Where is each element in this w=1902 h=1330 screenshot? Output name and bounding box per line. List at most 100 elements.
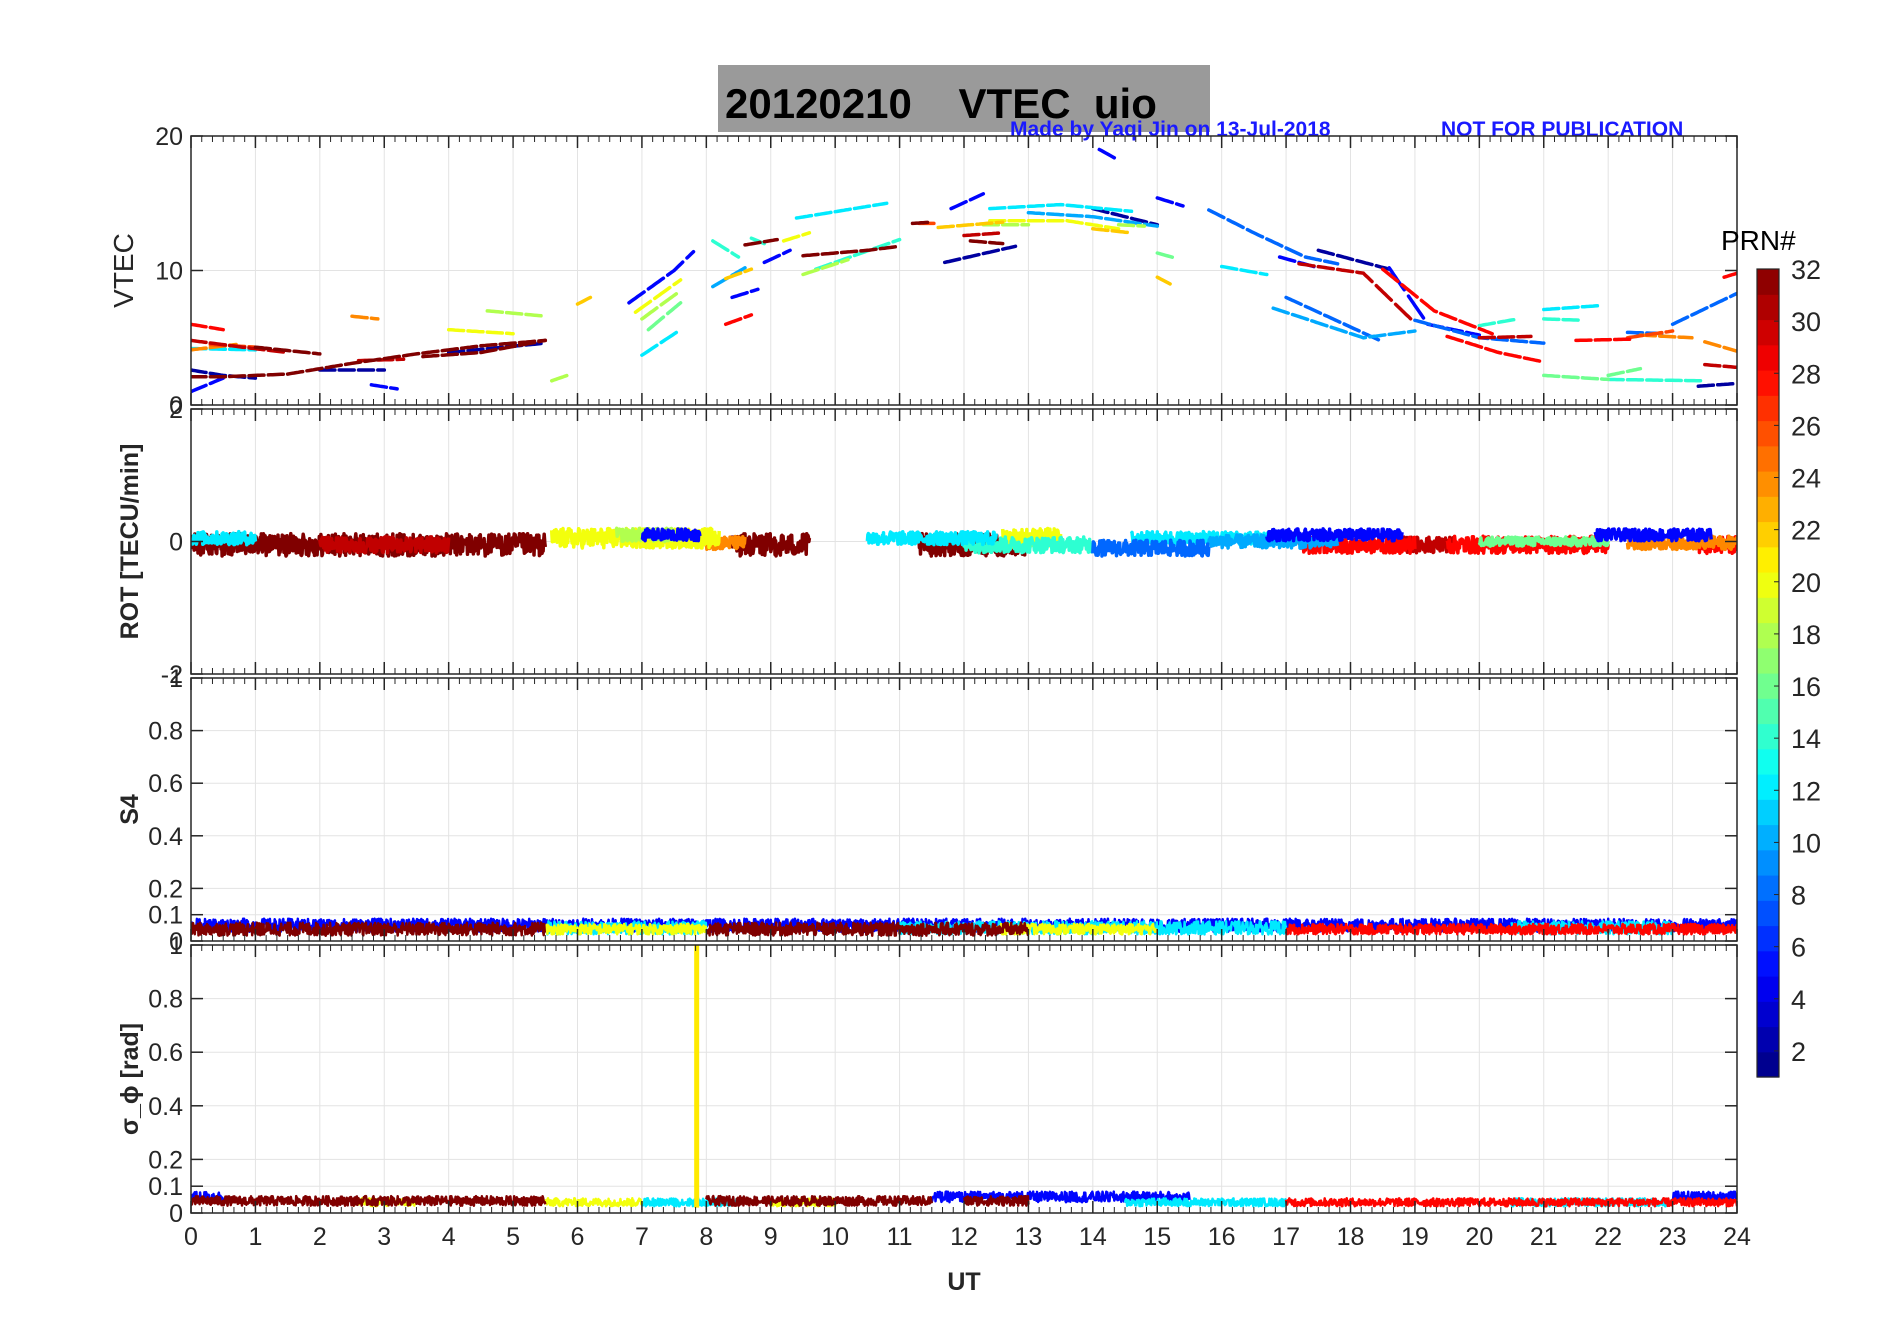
colorbar-tick-label: 8: [1791, 881, 1806, 911]
y-tick-label: 2: [169, 396, 183, 424]
vtec-prn-32-line: [479, 342, 498, 348]
vtec-prn-2-line: [191, 368, 208, 375]
rot-prn-12-line: [865, 529, 998, 547]
y-axis-label-rot: ROT [TECU/min]: [116, 444, 144, 640]
x-tick-label: 12: [950, 1223, 978, 1251]
vtec-prn-2-line: [981, 248, 1001, 256]
vtec-prn-32-line: [292, 349, 311, 355]
vtec-prn-18-line: [504, 310, 524, 316]
x-tick-label: 1: [248, 1223, 262, 1251]
vtec-prn-32-line: [498, 344, 517, 351]
rot-prn-20-line: [549, 526, 721, 550]
vtec-prn-32-line: [801, 252, 820, 258]
vtec-prn-30-line: [981, 231, 1001, 236]
vtec-prn-32-line: [285, 369, 305, 376]
colorbar-swatch: [1757, 294, 1779, 321]
vtec-prn-12-line: [1045, 202, 1065, 208]
vtec-prn-32-line: [253, 345, 273, 351]
colorbar-tick-label: 32: [1791, 255, 1821, 285]
y-tick-label: 0.8: [148, 718, 183, 746]
colorbar-swatch: [1757, 572, 1779, 598]
vtec-prn-10-line: [1084, 214, 1104, 220]
x-tick-label: 8: [699, 1223, 713, 1251]
y-axis-label-vtec: VTEC: [108, 233, 139, 308]
vtec-prn-22-line: [955, 222, 975, 228]
colorbar-frame: [1756, 268, 1780, 1078]
vtec-prn-32-line: [459, 351, 479, 356]
vtec-prn-12-line: [833, 207, 852, 214]
vtec-prn-32-line: [878, 245, 898, 251]
colorbar-swatch: [1757, 269, 1779, 295]
x-tick-label: 23: [1659, 1223, 1687, 1251]
vtec-prn-2-line: [1715, 382, 1735, 387]
vtec-prn-5-line: [781, 248, 792, 256]
vtec-prn-26-line: [1625, 333, 1645, 340]
colorbar-swatch: [1757, 925, 1779, 952]
colorbar-title: PRN#: [1721, 225, 1796, 256]
vtec-prn-28-line: [1400, 283, 1419, 299]
vtec-prn-18-line: [659, 292, 679, 307]
colorbar-tick-label: 30: [1791, 307, 1821, 337]
vtec-prn-28-line: [723, 317, 743, 327]
vtec-prn-8-line: [1529, 340, 1546, 345]
colorbar-tick-label: 10: [1791, 828, 1821, 858]
vtec-prn-20-line: [1103, 225, 1121, 231]
vtec-prn-32-line: [910, 220, 930, 226]
vtec-prn-32-line: [343, 360, 363, 367]
data-sigma_phi: [191, 945, 1737, 1208]
vtec-prn-20-line: [801, 231, 812, 237]
x-tick-label: 3: [377, 1223, 391, 1251]
vtec-prn-5-line: [762, 253, 782, 265]
panel-sigma_phi: 00.10.20.40.60.81σ_ϕ [rad]0 1 2 3 4 5 6 7 8 9 10 11…: [116, 932, 1751, 1296]
y-tick-label: 0.4: [148, 823, 183, 851]
vtec-prn-8-line: [1303, 255, 1323, 262]
vtec-prn-28-line: [1522, 356, 1542, 363]
vtec-prn-8-line: [1670, 315, 1690, 327]
vtec-prn-12-line: [872, 201, 889, 208]
vtec-prn-14-line: [1496, 317, 1516, 325]
vtec-prn-20-line: [1084, 222, 1104, 228]
vtec-prn-22-line: [1155, 275, 1172, 286]
colorbar-tick-label: 24: [1791, 464, 1821, 494]
vtec-prn-2-line: [247, 375, 258, 380]
s4-prn-20-line: [544, 922, 708, 936]
vtec-prn-28-line: [1464, 340, 1484, 349]
colorbar-swatch: [1757, 1026, 1779, 1053]
vtec-prn-12-line: [640, 343, 659, 357]
y-tick-label: 0.1: [148, 902, 183, 930]
vtec-prn-10-line: [1290, 312, 1310, 322]
vtec-prn-26-line: [1645, 330, 1664, 337]
x-tick-label: 2: [313, 1223, 327, 1251]
sigma_phi-prn-12-line: [640, 1197, 740, 1208]
vtec-prn-30-line: [962, 232, 981, 238]
vtec-prn-18-line: [839, 257, 850, 264]
colorbar-tick-label: 16: [1791, 672, 1821, 702]
colorbar-swatch: [1757, 849, 1779, 876]
vtec-prn-24-line: [1703, 340, 1722, 348]
vtec-prn-2-line: [1696, 383, 1716, 388]
vtec-prn-32-line: [459, 344, 479, 350]
watermark-notice: NOT FOR PUBLICATION: [1441, 118, 1683, 141]
vtec-prn-20-line: [781, 234, 801, 243]
colorbar-tick-label: 2: [1791, 1037, 1806, 1067]
sigma_phi-prn-32-line: [962, 1194, 1030, 1207]
sigma_phi-prn-28-line: [1284, 1197, 1737, 1208]
s4-prn-32-line: [191, 921, 547, 937]
vtec-prn-14-line: [730, 251, 741, 259]
vtec-prn-12-line: [814, 210, 833, 217]
colorbar-swatch: [1757, 900, 1779, 927]
y-tick-label: 1: [169, 665, 183, 693]
vtec-prn-2-line: [962, 252, 981, 260]
vtec-prn-24-line: [369, 316, 380, 321]
colorbar-swatch: [1757, 647, 1779, 674]
vtec-prn-20-line: [466, 329, 485, 334]
y-tick-label: 1: [169, 932, 183, 960]
vtec-prn-2-line: [1355, 258, 1374, 267]
vtec-prn-5-line: [968, 192, 986, 202]
vtec-prn-5-line: [1277, 255, 1297, 263]
colorbar-swatch: [1757, 774, 1779, 800]
x-tick-label: 18: [1337, 1223, 1365, 1251]
vtec-prn-32-line: [311, 351, 322, 356]
